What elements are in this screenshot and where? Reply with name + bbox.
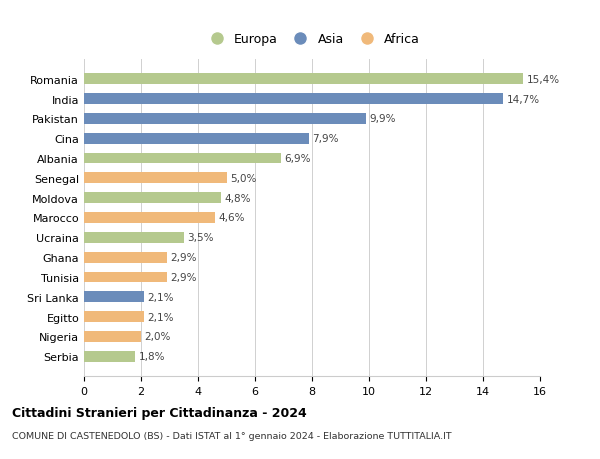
Bar [84,272,167,283]
Text: 2,1%: 2,1% [147,312,174,322]
Bar [84,331,141,342]
Text: 2,9%: 2,9% [170,252,197,263]
Bar [84,74,523,85]
Text: 15,4%: 15,4% [526,74,559,84]
Text: 5,0%: 5,0% [230,174,256,184]
Text: 6,9%: 6,9% [284,154,311,164]
Legend: Europa, Asia, Africa: Europa, Asia, Africa [199,28,425,51]
Bar [84,213,215,224]
Bar [84,312,144,322]
Text: 14,7%: 14,7% [506,94,539,104]
Bar [84,173,227,184]
Text: 2,1%: 2,1% [147,292,174,302]
Bar [84,232,184,243]
Text: 3,5%: 3,5% [187,233,214,243]
Bar [84,94,503,105]
Text: 2,9%: 2,9% [170,272,197,282]
Text: 2,0%: 2,0% [145,332,171,342]
Text: 4,6%: 4,6% [218,213,245,223]
Bar [84,292,144,302]
Bar [84,153,281,164]
Bar [84,351,136,362]
Text: 1,8%: 1,8% [139,352,165,362]
Text: 4,8%: 4,8% [224,193,251,203]
Text: 9,9%: 9,9% [370,114,396,124]
Bar [84,252,167,263]
Bar [84,114,366,124]
Text: 7,9%: 7,9% [313,134,339,144]
Text: Cittadini Stranieri per Cittadinanza - 2024: Cittadini Stranieri per Cittadinanza - 2… [12,406,307,419]
Bar [84,134,309,144]
Text: COMUNE DI CASTENEDOLO (BS) - Dati ISTAT al 1° gennaio 2024 - Elaborazione TUTTIT: COMUNE DI CASTENEDOLO (BS) - Dati ISTAT … [12,431,452,441]
Bar [84,193,221,204]
